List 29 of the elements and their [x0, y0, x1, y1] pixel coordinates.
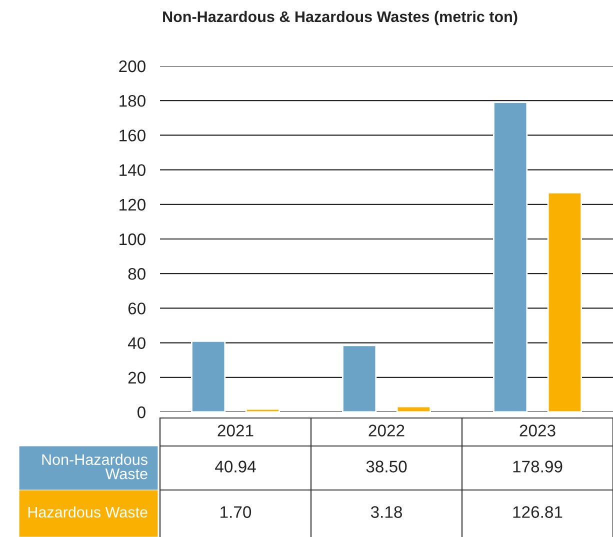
bar: [396, 406, 431, 412]
text: Non-Hazardous Waste: [42, 454, 148, 480]
y-tick-label: 80: [128, 268, 146, 280]
y-tick-label: 20: [128, 372, 146, 384]
data-label: 1.70: [220, 506, 252, 518]
y-tick-label: 180: [120, 95, 146, 107]
data-label: 3.18: [370, 506, 402, 518]
data-label: 40.94: [215, 460, 256, 472]
bar: [191, 340, 226, 412]
y-tick-label: 0: [137, 406, 146, 418]
y-tick-label: 200: [119, 60, 146, 72]
y-tick-label: 140: [120, 164, 146, 176]
y-tick-label: 60: [128, 302, 146, 314]
y-tick-label: 120: [120, 198, 146, 211]
y-tick-label: 40: [128, 337, 146, 350]
data-label: 38.50: [366, 460, 407, 472]
x-tick-label: 2022: [368, 424, 404, 436]
data-label: 178.99: [513, 460, 562, 472]
data-label: 126.81: [513, 506, 562, 518]
x-tick-label: 2021: [218, 424, 254, 436]
bar: [245, 408, 280, 412]
chart-title: Non-Hazardous & Hazardous Wastes (metric ton): [163, 10, 518, 26]
bar: [493, 102, 528, 412]
bar: [547, 192, 582, 412]
y-tick-label: 160: [120, 130, 146, 142]
y-tick-label: 100: [120, 233, 146, 246]
x-tick-label: 2023: [520, 424, 556, 436]
bar: [342, 344, 377, 412]
text: Hazardous Waste: [28, 506, 148, 518]
